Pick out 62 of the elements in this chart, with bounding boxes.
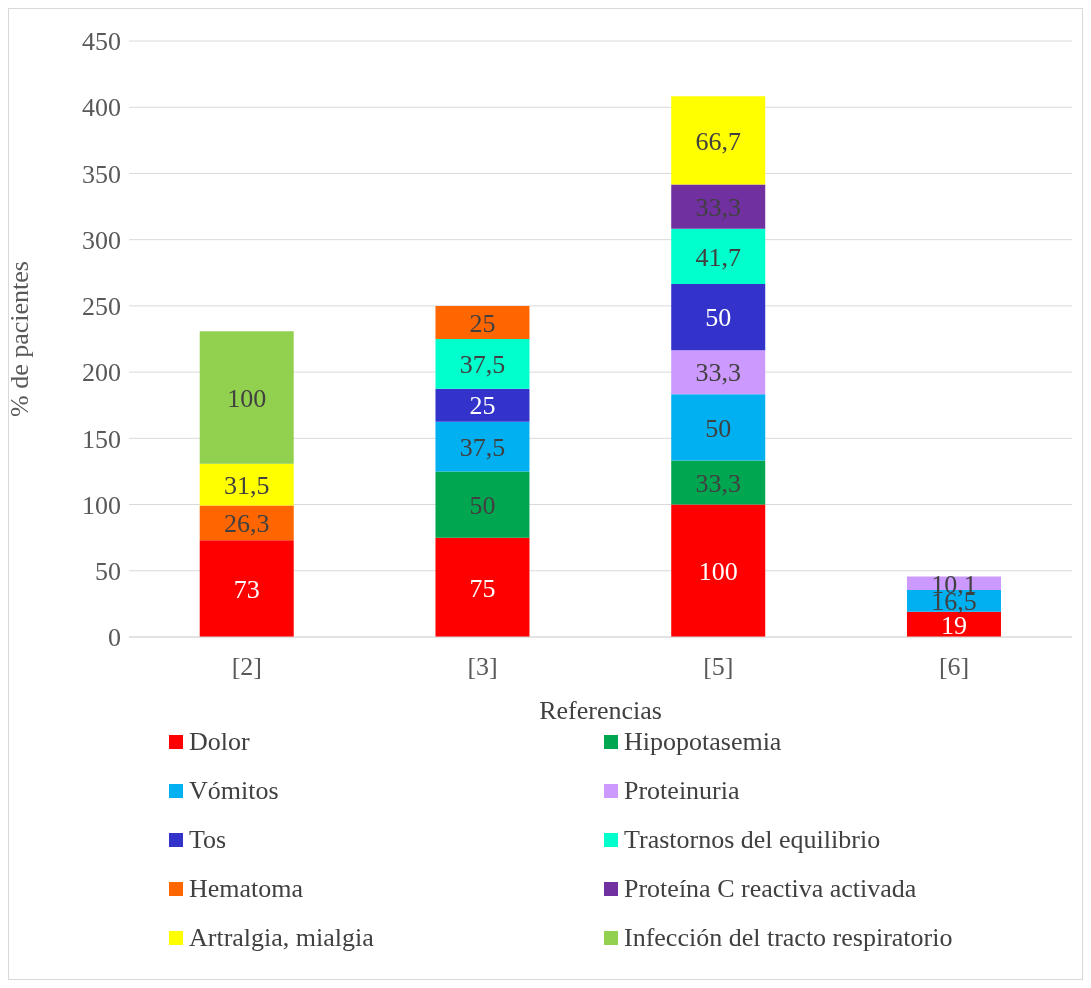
bar: [435, 471, 530, 538]
bar: [671, 394, 766, 461]
data-label: 25: [469, 308, 496, 338]
y-axis-title: % de pacientes: [5, 261, 35, 417]
data-label: 100: [698, 557, 738, 587]
x-axis-title: Referencias: [539, 696, 662, 725]
bar: [435, 388, 530, 422]
bar: [199, 463, 294, 506]
bar: [435, 537, 530, 637]
x-tick-label: [5]: [703, 652, 734, 682]
data-label: 50: [705, 303, 732, 333]
legend-label: Vómitos: [189, 776, 279, 806]
data-label: 33,3: [695, 192, 741, 222]
data-label: 33,3: [695, 468, 741, 498]
y-tick-label: 400: [82, 93, 121, 123]
bar: [435, 421, 530, 472]
bar: [199, 505, 294, 541]
data-label: 37,5: [459, 350, 506, 380]
data-label: 50: [469, 490, 496, 520]
y-tick-label: 150: [82, 424, 121, 454]
data-label: 73: [233, 574, 260, 604]
y-tick-label: 0: [108, 623, 121, 653]
data-label: 26,3: [223, 509, 270, 539]
data-label: 37,5: [459, 432, 506, 462]
bar: [671, 283, 766, 351]
bar: [435, 339, 530, 389]
y-tick-label: 300: [82, 225, 121, 255]
legend-label: Hematoma: [189, 874, 304, 904]
x-tick-label: [6]: [938, 652, 970, 682]
data-label: 31,5: [223, 470, 270, 500]
data-label: 75: [469, 573, 496, 603]
y-tick-label: 250: [82, 292, 121, 322]
legend-label: Hipopotasemia: [624, 727, 782, 757]
data-label: 100: [227, 383, 267, 413]
bar: [671, 184, 766, 229]
legend-label: Dolor: [189, 727, 250, 757]
data-label: 50: [705, 413, 732, 443]
data-label: 25: [469, 391, 496, 421]
bar: [671, 96, 766, 185]
y-tick-label: 50: [95, 557, 121, 587]
x-tick-label: [2]: [231, 652, 263, 682]
data-label: 33,3: [695, 358, 741, 388]
y-tick-label: 450: [82, 27, 121, 57]
data-label: 41,7: [695, 242, 741, 272]
bar: [671, 228, 766, 284]
bar: [199, 540, 294, 637]
y-tick-label: 350: [82, 159, 121, 189]
legend-label: Tos: [189, 825, 227, 855]
bar: [199, 331, 294, 464]
bar: [671, 460, 766, 505]
legend-label: Proteína C reactiva activada: [624, 874, 917, 904]
bar: [435, 305, 530, 339]
legend-label: Proteinuria: [624, 776, 740, 806]
legend-label: Trastornos del equilibrio: [624, 825, 881, 855]
y-tick-label: 100: [82, 490, 121, 520]
bar: [671, 504, 766, 637]
bar: [671, 350, 766, 395]
legend-label: Infección del tracto respiratorio: [624, 923, 953, 953]
y-tick-label: 200: [82, 358, 121, 388]
legend-label: Artralgia, mialgia: [189, 923, 374, 953]
x-tick-label: [3]: [467, 652, 498, 682]
data-label: 66,7: [695, 126, 741, 156]
